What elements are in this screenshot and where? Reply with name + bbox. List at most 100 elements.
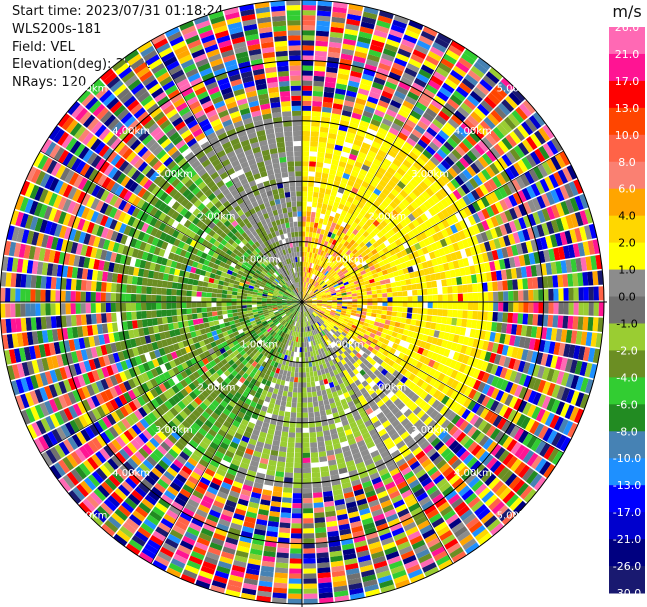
range-gate [351,221,358,229]
range-gate [411,82,425,93]
range-gate [297,326,300,332]
range-gate [330,328,336,334]
range-gate [406,313,413,319]
range-gate [427,288,433,295]
range-gate [219,556,233,565]
range-gate [303,311,306,317]
range-gate [309,427,316,433]
range-gate [217,560,232,570]
range-gate [309,221,315,228]
range-gate [461,318,468,328]
range-gate [461,276,468,285]
range-gate [70,468,83,483]
range-gate [490,271,498,281]
range-gate [462,284,468,293]
range-gate [342,279,348,284]
range-gate [507,409,518,422]
range-gate [214,396,223,404]
range-gate [520,416,531,430]
range-gate [488,292,494,301]
range-gate [388,71,402,81]
range-gate [77,401,87,414]
range-gate [452,189,462,200]
range-gate [332,352,338,359]
range-gate [385,458,396,468]
range-gate [289,325,293,331]
range-gate [392,19,407,29]
range-gate [583,287,589,301]
range-gate [202,357,210,366]
range-gate [469,414,480,426]
range-gate [375,388,383,396]
range-gate [295,437,302,443]
range-gate [388,560,403,570]
range-gate [225,537,239,546]
range-gate [299,312,301,317]
range-gate [25,376,34,391]
range-gate [391,265,398,272]
range-gate [473,463,486,476]
range-gate [215,433,224,442]
range-gate [315,328,320,334]
range-gate [454,175,465,186]
range-gate [231,356,239,363]
range-gate [459,450,471,462]
range-gate [328,315,334,320]
range-gate [384,136,395,145]
range-gate [302,125,311,132]
range-gate [364,436,373,445]
range-gate [222,437,232,446]
range-gate [310,307,315,311]
range-gate [405,118,417,129]
range-gate [468,377,477,388]
range-gate [265,535,278,543]
range-gate [563,288,569,301]
range-gate [538,425,549,440]
range-gate [507,312,514,323]
range-gate [419,340,427,349]
range-gate [325,225,331,232]
range-gate [275,334,281,340]
range-gate [159,393,168,403]
range-gate [255,403,263,411]
range-gate [234,391,242,400]
range-gate [338,225,345,232]
range-gate [574,211,584,227]
range-gate [68,490,82,505]
range-gate [548,248,556,262]
range-gate [268,310,274,313]
range-gate [105,401,115,413]
range-gate [496,417,507,430]
range-gate [352,530,365,539]
range-gate [337,518,350,526]
range-gate [587,347,596,363]
range-gate [182,447,193,457]
range-gate [351,375,359,382]
range-gate [302,462,311,469]
range-gate [335,88,346,95]
range-gate [466,456,478,469]
range-gate [380,220,388,228]
range-gate [315,532,327,539]
range-gate [384,508,397,518]
range-gate [174,328,181,336]
range-gate [328,128,338,135]
range-gate [312,287,317,292]
range-gate [416,283,423,290]
range-gate [262,309,268,313]
range-gate [324,328,329,334]
range-gate [550,234,558,248]
range-gate [364,105,375,114]
range-gate [313,370,318,377]
range-gate [86,495,100,509]
range-gate [373,200,381,208]
range-gate [334,253,340,259]
range-gate [198,414,207,424]
range-gate [401,198,410,208]
range-gate [327,317,333,321]
range-gate [171,501,184,512]
range-gate [418,496,431,507]
range-gate [325,409,332,416]
range-gate [403,435,413,444]
range-gate [344,284,350,288]
